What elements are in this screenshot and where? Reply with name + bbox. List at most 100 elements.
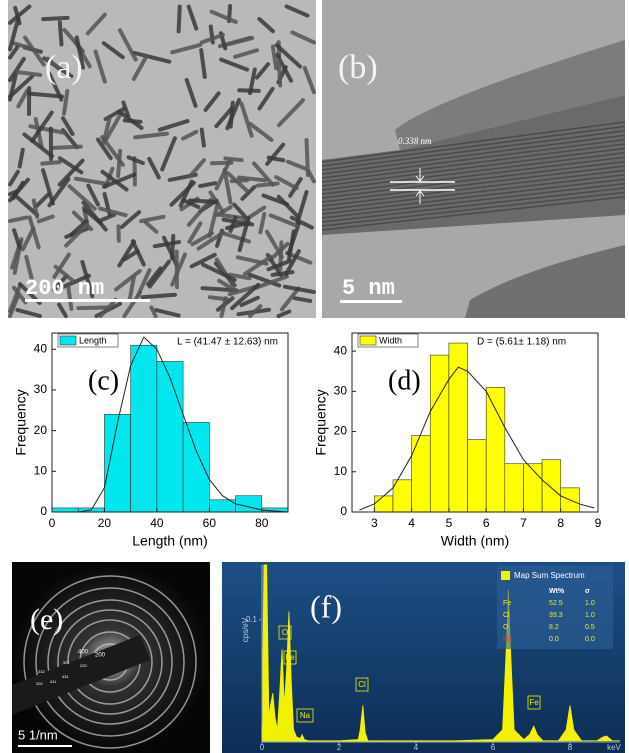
nanorod — [122, 290, 143, 318]
diffraction-ring — [47, 599, 173, 725]
nanorod — [276, 59, 283, 88]
lattice-fringe — [321, 134, 626, 175]
nanorod — [248, 304, 263, 318]
nanorod — [15, 307, 42, 318]
nanorod — [146, 266, 163, 287]
lattice-fringe — [321, 125, 626, 167]
nanorod — [132, 50, 172, 64]
fit-curve — [78, 336, 289, 513]
diffraction-ring — [67, 619, 153, 705]
nanorod — [122, 118, 143, 124]
legend-frame — [357, 333, 419, 348]
nanorod — [23, 35, 46, 67]
nanorod — [242, 254, 273, 276]
nanorod — [214, 257, 235, 287]
lattice-spacing-label: 0.338 nm — [398, 136, 432, 146]
peak-label-box — [355, 677, 369, 692]
legend-title: Map Sum Spectrum — [514, 571, 585, 580]
table-cell: 1.0 — [585, 612, 595, 619]
nanorod — [214, 106, 234, 129]
peak-label: Cl — [264, 728, 272, 737]
table-cell: O — [503, 624, 509, 631]
x-tick-label: 2 — [337, 743, 342, 752]
nanorod — [71, 210, 94, 232]
nanorod — [275, 52, 294, 83]
nanorod — [222, 167, 233, 205]
nanorod — [276, 194, 300, 219]
nanorod — [248, 121, 274, 142]
scale-bar — [25, 299, 150, 302]
lattice-fringe — [321, 178, 626, 215]
nanorod — [257, 86, 275, 111]
histogram-bar — [485, 387, 506, 513]
nanorod — [274, 43, 302, 69]
nanorod — [266, 155, 286, 163]
nanorod — [119, 210, 142, 229]
nanorod — [274, 175, 299, 191]
nanorod — [190, 231, 214, 247]
table-header: Wt% — [549, 588, 565, 595]
nanorod — [101, 172, 137, 189]
y-tick-label: 0 — [340, 504, 347, 518]
nanorod — [252, 161, 275, 187]
nanorod — [53, 264, 75, 283]
nanorod — [289, 215, 314, 230]
nanorod — [11, 180, 25, 201]
x-tick-label: 8 — [557, 516, 564, 530]
ring-index: 431 — [62, 674, 69, 679]
nanorod — [8, 74, 35, 99]
x-tick-label: 3 — [371, 516, 378, 530]
nanorod — [147, 259, 171, 289]
nanorod — [257, 17, 275, 34]
nanorod — [45, 56, 61, 71]
nanorod — [121, 100, 131, 118]
nanorod — [98, 206, 128, 218]
scale-bar-label: 5 nm — [342, 276, 395, 301]
y-axis-label: Frequency — [13, 389, 29, 455]
nanorod — [8, 56, 26, 83]
nanorod — [276, 309, 292, 318]
nanorod — [51, 144, 83, 150]
nanorod — [47, 177, 71, 208]
lattice-fringe — [321, 152, 626, 191]
nanorod — [170, 233, 176, 261]
nanorod — [139, 214, 166, 224]
table-cell: 0.0 — [585, 636, 595, 643]
nanorod — [103, 109, 125, 144]
nanorod — [27, 215, 41, 250]
nanorod — [290, 30, 316, 45]
table-header: σ — [585, 588, 590, 595]
plot-frame — [351, 332, 599, 513]
nanorod — [86, 183, 100, 207]
nanorod — [304, 138, 310, 178]
scale-bar — [340, 300, 402, 303]
nanorod — [228, 100, 235, 129]
legend-frame — [57, 333, 119, 348]
scale-bar-label: 200 nm — [25, 276, 104, 301]
nanorod-hrtem — [322, 95, 625, 235]
nanorod — [196, 230, 226, 251]
table-cell: 39.3 — [549, 612, 563, 619]
nanorod — [292, 296, 313, 303]
lattice-fringe — [321, 138, 626, 179]
peak-label: Na — [300, 711, 311, 720]
table-cell: 1.0 — [585, 600, 595, 607]
nanorod — [8, 169, 20, 187]
nanorod — [24, 254, 34, 281]
nanorod — [96, 212, 117, 224]
peak-label: Cl — [358, 680, 366, 689]
nanorod — [127, 275, 136, 301]
y-tick-label: 20 — [34, 423, 48, 437]
nanorod — [184, 77, 198, 108]
nanorod — [30, 110, 54, 143]
nanorod — [219, 296, 228, 318]
lattice-fringe — [321, 121, 626, 163]
lattice-fringe — [321, 156, 626, 195]
fit-curve — [359, 366, 595, 511]
nanorod — [186, 197, 213, 227]
nanorod — [189, 252, 217, 269]
legend-label: Length — [79, 335, 107, 345]
table-cell: 8.2 — [549, 624, 559, 631]
nanorod — [73, 176, 109, 186]
nanorod — [12, 228, 22, 250]
